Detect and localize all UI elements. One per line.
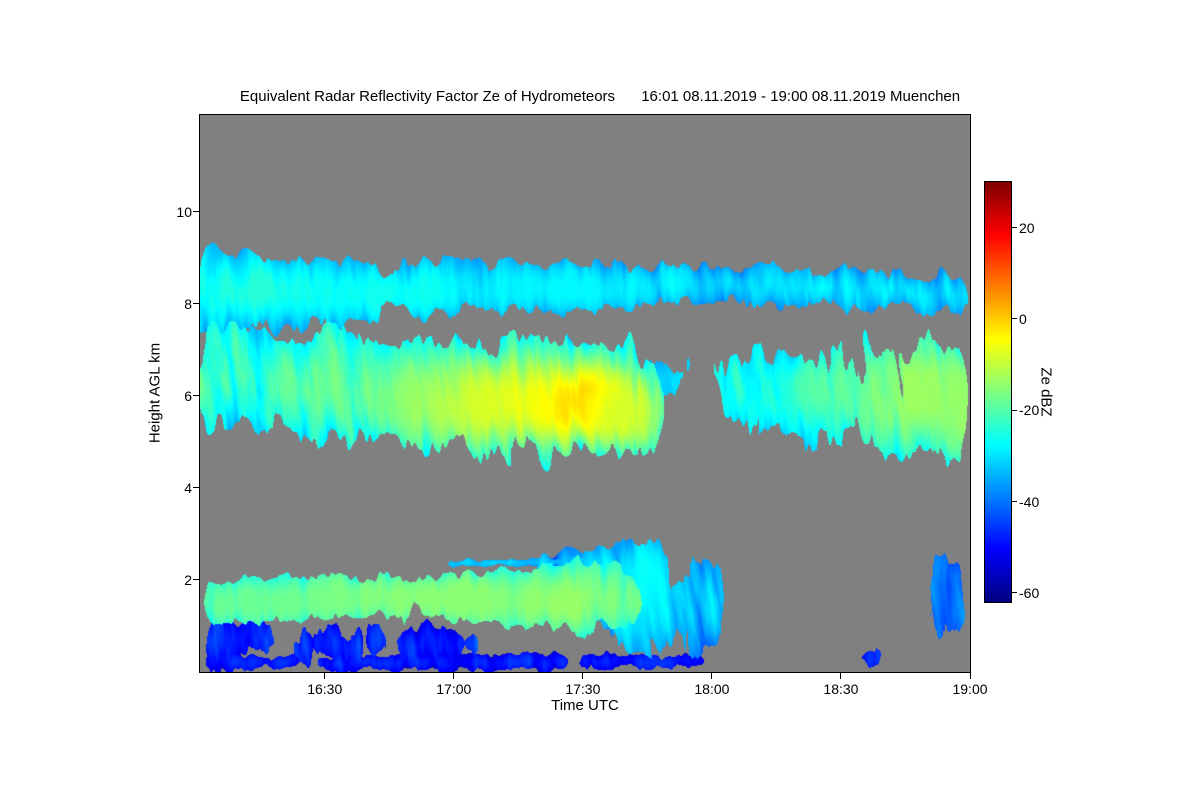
heatmap-canvas	[200, 115, 970, 672]
y-tick-label: 10	[176, 203, 192, 220]
y-tick-mark	[193, 579, 200, 581]
x-axis-label: Time UTC	[551, 697, 619, 714]
y-tick-label: 2	[184, 571, 192, 588]
x-tick-mark	[453, 673, 455, 679]
x-tick-mark	[582, 673, 584, 679]
colorbar-tick-mark	[1012, 227, 1017, 229]
y-tick-label: 6	[184, 387, 192, 404]
y-tick-mark	[193, 303, 200, 305]
x-tick-mark	[969, 673, 971, 679]
chart-title-period: 16:01 08.11.2019 - 19:00 08.11.2019 Muen…	[641, 88, 961, 105]
x-tick-label: 17:30	[565, 681, 601, 697]
colorbar-label: Ze dBZ	[1037, 367, 1055, 417]
colorbar-tick-mark	[1012, 501, 1017, 503]
colorbar-tick-mark	[1012, 592, 1017, 594]
colorbar-tick-mark	[1012, 318, 1017, 320]
x-tick-label: 17:00	[436, 681, 472, 697]
plot-area	[199, 114, 971, 673]
x-tick-label: 19:00	[952, 681, 988, 697]
y-tick-mark	[193, 395, 200, 397]
x-tick-mark	[711, 673, 713, 679]
x-tick-label: 18:30	[823, 681, 859, 697]
x-tick-mark	[324, 673, 326, 679]
colorbar-tick-label: -20	[1019, 402, 1040, 419]
colorbar-tick-label: -40	[1019, 493, 1040, 510]
chart-title: Equivalent Radar Reflectivity Factor Ze …	[0, 88, 1200, 105]
y-tick-label: 4	[184, 479, 192, 496]
colorbar-tick-mark	[1012, 409, 1017, 411]
x-tick-label: 16:30	[307, 681, 343, 697]
y-tick-mark	[193, 487, 200, 489]
x-tick-mark	[840, 673, 842, 679]
chart-title-main: Equivalent Radar Reflectivity Factor Ze …	[239, 88, 616, 105]
colorbar-canvas	[985, 182, 1011, 602]
x-tick-label: 18:00	[694, 681, 730, 697]
y-tick-label: 8	[184, 295, 192, 312]
colorbar-tick-label: 0	[1019, 310, 1027, 327]
y-axis-label: Height AGL km	[146, 342, 164, 444]
y-tick-mark	[193, 211, 200, 213]
colorbar	[984, 181, 1012, 603]
colorbar-tick-label: -60	[1019, 584, 1040, 601]
colorbar-tick-label: 20	[1019, 219, 1035, 236]
